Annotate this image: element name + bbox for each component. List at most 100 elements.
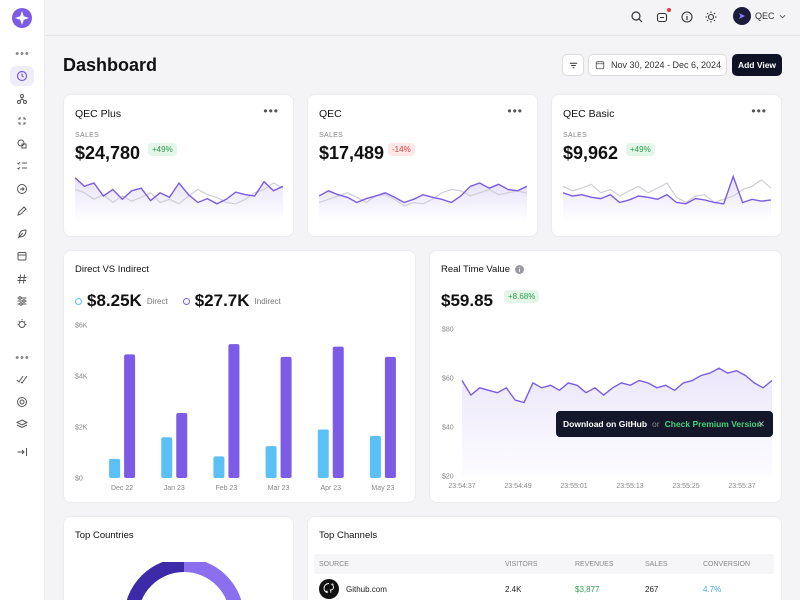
- notifications-icon[interactable]: [655, 8, 671, 24]
- sidebar-item-collapse[interactable]: [10, 111, 34, 131]
- sidebar-item-layers[interactable]: [10, 414, 34, 434]
- visitors-cell: 2.4K: [505, 584, 522, 594]
- date-range-text: Nov 30, 2024 - Dec 6, 2024: [611, 60, 722, 70]
- x-tick-label: May 23: [371, 485, 394, 492]
- layers-icon: [16, 419, 28, 429]
- channels-table: SOURCE VISITORS REVENUES SALES CONVERSIO…: [314, 554, 774, 600]
- y-tick-label: $6K: [75, 323, 88, 330]
- sidebar-item-checklist[interactable]: [10, 156, 34, 176]
- more-options-icon[interactable]: •••: [507, 104, 523, 118]
- double-check-icon: [16, 375, 28, 384]
- sparkline-chart: [319, 182, 527, 222]
- sparkline-area: [563, 176, 771, 222]
- close-icon[interactable]: ✕: [757, 418, 765, 429]
- sidebar-item-feather[interactable]: [10, 224, 34, 244]
- direct-indirect-card: Direct VS Indirect $8.25K Direct $27.7K …: [63, 250, 416, 503]
- sidebar-item-light[interactable]: [10, 314, 34, 334]
- product-card-qec-plus: QEC Plus ••• SALES $24,780 +49%: [63, 94, 294, 237]
- donut-chart: [126, 562, 242, 600]
- info-icon[interactable]: [680, 10, 694, 24]
- bar-indirect: [384, 356, 396, 478]
- col-header-sales: SALES: [640, 554, 698, 574]
- sidebar-collapse-button[interactable]: [10, 442, 34, 462]
- source-cell: Github.com: [314, 574, 500, 600]
- date-range-picker[interactable]: Nov 30, 2024 - Dec 6, 2024: [588, 54, 727, 76]
- indirect-value: $27.7K: [194, 291, 250, 310]
- info-icon[interactable]: [515, 265, 524, 274]
- sparkline-series-2: [563, 179, 771, 204]
- sales-value: $9,962: [563, 143, 619, 163]
- sidebar-item-shapes[interactable]: [10, 134, 34, 154]
- sidebar-item-support[interactable]: [10, 392, 34, 412]
- calendar-icon: [595, 61, 605, 70]
- sidebar-item-calendar[interactable]: [10, 246, 34, 266]
- bar-indirect: [332, 346, 344, 478]
- page-title: Dashboard: [63, 55, 158, 75]
- product-card-qec-basic: QEC Basic ••• SALES $9,962 +49%: [551, 94, 782, 237]
- direct-value: $8.25K: [87, 291, 142, 310]
- revenues-cell: $3,877: [575, 584, 600, 594]
- sales-label: SALES: [563, 132, 588, 139]
- search-icon[interactable]: [630, 10, 644, 24]
- sidebar-item-checks[interactable]: [10, 369, 34, 389]
- sliders-icon: [17, 296, 27, 306]
- y-tick-label: $0: [75, 476, 83, 483]
- add-view-button[interactable]: Add View: [732, 54, 782, 76]
- sales-label: SALES: [75, 132, 100, 139]
- chevron-down-icon: [779, 14, 785, 18]
- sidebar-item-login[interactable]: [10, 179, 34, 199]
- more-options-icon[interactable]: •••: [263, 104, 279, 118]
- collapse-icon: [18, 117, 26, 125]
- shapes-icon: [17, 139, 27, 149]
- user-name: QEC: [755, 11, 775, 21]
- col-header-visitors: VISITORS: [500, 554, 570, 574]
- x-tick-label: 23:54:37: [448, 483, 475, 490]
- y-tick-label: $60: [442, 376, 454, 383]
- area-line: [461, 367, 773, 404]
- card-title-row: Real Time Value: [441, 264, 524, 275]
- area-chart: $20 $40 $60 $80 23:54:37 23:54:49 23:55:01 23:5…: [442, 327, 773, 490]
- check-premium-link[interactable]: Check Premium Version: [664, 419, 762, 429]
- x-tick-label: 23:55:37: [728, 483, 755, 490]
- hash-icon: [17, 274, 27, 284]
- user-menu[interactable]: QEC: [733, 7, 786, 25]
- sidebar-more-icon-2[interactable]: •••: [15, 352, 30, 364]
- github-icon: [319, 579, 339, 599]
- feather-icon: [17, 229, 27, 239]
- sparkline-chart: [563, 174, 771, 222]
- download-github-link[interactable]: Download on GitHub: [563, 419, 648, 429]
- promo-banner: Download on GitHub or Check Premium Vers…: [556, 411, 773, 437]
- logo-icon[interactable]: [12, 8, 32, 28]
- card-title: QEC Basic: [563, 108, 615, 120]
- sidebar-item-dashboard[interactable]: [10, 66, 34, 86]
- sparkline-series-1: [563, 174, 771, 205]
- sidebar-item-edit[interactable]: [10, 201, 34, 221]
- y-tick-label: $40: [442, 425, 454, 432]
- col-header-source: SOURCE: [314, 554, 500, 574]
- direct-label: Direct: [146, 296, 168, 306]
- bar-indirect: [228, 344, 240, 478]
- table-row[interactable]: Github.com 2.4K $3,877 267 4.7%: [314, 574, 774, 600]
- more-options-icon[interactable]: •••: [751, 104, 767, 118]
- network-icon: [17, 94, 27, 104]
- y-tick-label: $2K: [75, 425, 88, 432]
- theme-sun-icon[interactable]: [704, 10, 718, 24]
- x-tick-label: 23:54:49: [504, 483, 531, 490]
- change-badge: +8.68%: [504, 290, 540, 303]
- sidebar-item-network[interactable]: [10, 89, 34, 109]
- bar-indirect: [176, 412, 188, 478]
- conversion-cell: 4.7%: [703, 584, 722, 594]
- arrow-right-bar-icon: [17, 448, 27, 456]
- x-tick-label: Dec 22: [111, 485, 133, 492]
- card-title: Top Countries: [75, 530, 134, 541]
- sidebar-item-hash[interactable]: [10, 269, 34, 289]
- bar-direct: [161, 437, 173, 478]
- filter-button[interactable]: [562, 54, 584, 76]
- realtime-value: $59.85: [441, 291, 493, 310]
- sparkline-area: [319, 183, 527, 222]
- bar-direct: [369, 435, 381, 478]
- sales-value: $24,780: [75, 143, 141, 163]
- sidebar-item-settings[interactable]: [10, 291, 34, 311]
- notification-dot: [667, 8, 671, 12]
- sidebar-more-icon[interactable]: •••: [15, 48, 30, 60]
